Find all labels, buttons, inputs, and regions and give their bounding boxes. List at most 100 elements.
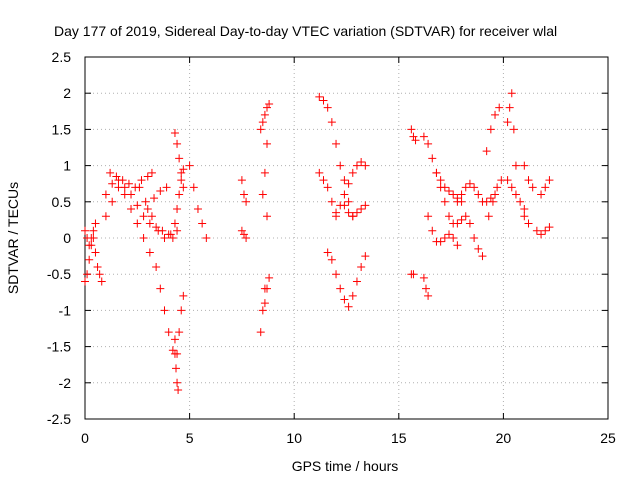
- series-sat-2: [81, 219, 100, 250]
- series-sat-21: [315, 168, 341, 217]
- series-sat-6: [135, 183, 182, 242]
- data-point: [421, 284, 430, 293]
- y-tick-label: -2: [59, 375, 72, 391]
- data-point: [198, 219, 207, 228]
- data-point: [453, 219, 462, 228]
- data-point: [141, 197, 150, 206]
- data-point: [424, 139, 433, 148]
- data-point: [484, 212, 493, 221]
- data-point: [465, 219, 474, 228]
- data-point: [352, 277, 361, 286]
- data-point: [260, 299, 269, 308]
- data-point: [357, 157, 366, 166]
- data-point: [164, 328, 173, 337]
- data-point: [478, 252, 487, 261]
- data-point: [152, 223, 161, 232]
- data-point: [242, 234, 251, 242]
- y-tick-label: -1: [59, 302, 72, 318]
- data-point: [168, 346, 177, 355]
- data-point: [323, 183, 332, 192]
- data-point: [524, 219, 533, 228]
- series-sat-10: [170, 165, 188, 228]
- data-point: [361, 201, 370, 210]
- data-point: [424, 212, 433, 221]
- data-point: [81, 277, 89, 286]
- data-point: [520, 205, 529, 214]
- data-point: [474, 190, 483, 199]
- data-point: [127, 205, 136, 214]
- data-point: [189, 183, 198, 192]
- series-sat-30: [432, 168, 487, 261]
- data-point: [505, 103, 514, 112]
- series-sat-12: [185, 161, 211, 242]
- data-point: [537, 190, 546, 199]
- series-sat-9: [170, 129, 188, 192]
- data-point: [160, 234, 169, 242]
- data-point: [139, 234, 148, 242]
- data-point: [486, 125, 495, 134]
- data-point: [340, 176, 349, 185]
- data-point: [170, 129, 179, 138]
- data-point: [491, 110, 500, 119]
- data-point: [175, 154, 184, 163]
- data-point: [177, 176, 186, 185]
- data-point: [97, 277, 106, 286]
- data-point: [507, 89, 516, 98]
- data-point: [541, 226, 550, 235]
- data-point: [173, 205, 182, 214]
- data-point: [461, 183, 470, 192]
- series-sat-19: [263, 212, 272, 221]
- data-point: [457, 215, 466, 224]
- data-point: [336, 161, 345, 170]
- data-point: [177, 168, 186, 177]
- series-sat-18: [260, 273, 274, 308]
- data-point: [177, 306, 186, 315]
- data-point: [332, 212, 341, 221]
- data-point: [258, 118, 267, 127]
- data-point: [545, 176, 554, 185]
- x-tick-label: 0: [81, 430, 89, 446]
- data-point: [152, 262, 161, 271]
- data-point: [83, 270, 92, 279]
- x-tick-label: 5: [186, 430, 194, 446]
- data-point: [150, 194, 159, 203]
- series-sat-34: [503, 89, 520, 170]
- data-point: [145, 219, 154, 228]
- data-point: [348, 168, 357, 177]
- data-point: [202, 234, 211, 242]
- data-point: [108, 179, 117, 188]
- data-point: [260, 110, 269, 119]
- data-point: [135, 183, 144, 192]
- data-point: [486, 194, 495, 203]
- data-point: [263, 103, 272, 112]
- data-point: [445, 212, 454, 221]
- series-sat-25: [407, 270, 418, 279]
- data-point: [319, 96, 328, 105]
- data-point: [424, 291, 433, 300]
- series-sat-37: [520, 212, 533, 228]
- data-point: [532, 226, 541, 235]
- series-sat-8: [170, 335, 183, 395]
- data-point: [175, 328, 184, 337]
- y-tick-label: 2: [63, 85, 71, 101]
- data-point: [114, 183, 123, 192]
- data-point: [409, 270, 418, 279]
- tick-labels: 2.5 2 1.5 1 0.5 0 -0.5 -1 -1.5 -2 -2.5 0 5 10 15 20 25: [47, 49, 616, 446]
- data-point: [453, 241, 462, 250]
- data-point: [263, 139, 272, 148]
- data-point: [242, 197, 251, 206]
- data-point: [470, 183, 479, 192]
- data-point: [340, 201, 349, 210]
- data-point: [332, 270, 341, 279]
- data-point: [263, 212, 272, 221]
- data-point: [503, 176, 512, 185]
- y-axis-label: SDTVAR / TECUs: [5, 182, 21, 294]
- data-point: [449, 234, 458, 242]
- data-point: [357, 262, 366, 271]
- data-point: [491, 190, 500, 199]
- data-point: [145, 248, 154, 257]
- data-point: [193, 205, 202, 214]
- data-point: [174, 386, 183, 395]
- data-point: [112, 172, 121, 181]
- data-point: [332, 139, 341, 148]
